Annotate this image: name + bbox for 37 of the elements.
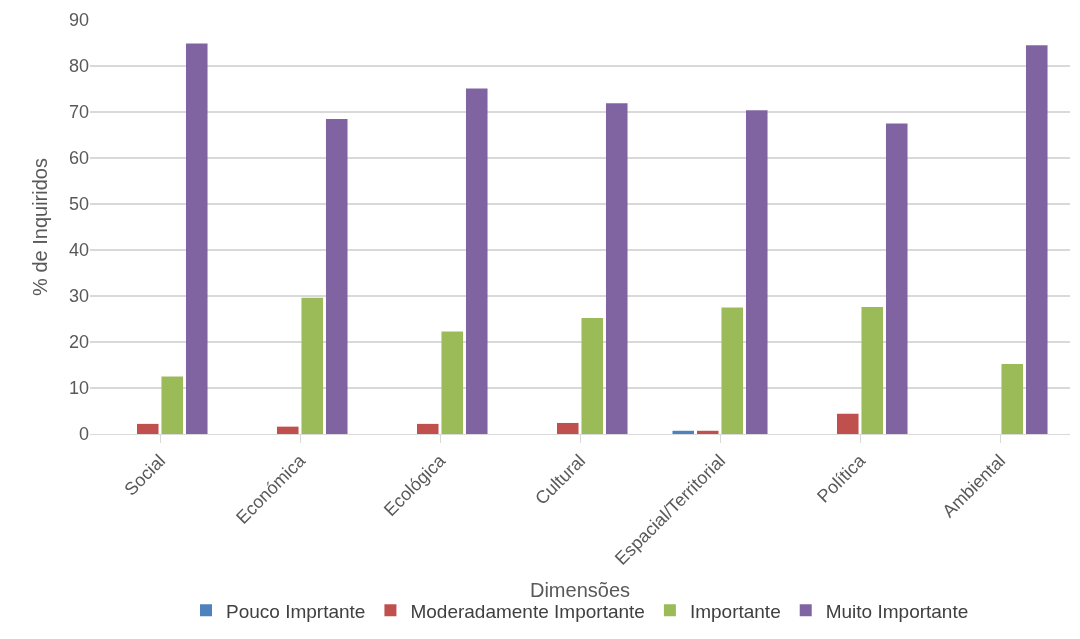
y-tick-label: 60 (68, 148, 89, 169)
bar (136, 423, 159, 434)
bar (605, 103, 628, 434)
bar (416, 423, 439, 434)
y-tick-label: 90 (68, 10, 89, 31)
bar (861, 307, 884, 434)
bar (1025, 45, 1048, 434)
y-tick-label: 10 (68, 378, 89, 399)
x-axis-title: Dimensões (529, 579, 631, 602)
y-axis-title: % de Inquiridos (29, 158, 52, 296)
y-tick-label: 40 (68, 240, 89, 261)
bar (441, 331, 464, 434)
y-tick-label: 0 (78, 424, 89, 445)
bar (885, 123, 908, 434)
y-tick-label: 80 (68, 56, 89, 77)
bar (721, 307, 744, 434)
bar (836, 413, 859, 434)
bar (1001, 364, 1024, 434)
y-tick-label: 20 (68, 332, 89, 353)
bar (301, 297, 324, 434)
bar (745, 110, 768, 434)
bar (276, 426, 299, 434)
legend-label: Moderadamente Importante (410, 600, 645, 622)
bar (325, 118, 348, 434)
bar (185, 43, 208, 434)
y-tick-label: 70 (68, 102, 89, 123)
y-tick-label: 50 (68, 194, 89, 215)
bar (465, 88, 488, 434)
legend-label: Importante (689, 600, 781, 622)
legend-label: Muito Importante (825, 600, 969, 622)
bar (161, 376, 184, 434)
bar (672, 430, 695, 434)
bar (696, 430, 719, 434)
legend-label: Pouco Imprtante (226, 600, 366, 622)
bar (581, 318, 604, 434)
bar (556, 422, 579, 434)
y-tick-label: 30 (68, 286, 89, 307)
